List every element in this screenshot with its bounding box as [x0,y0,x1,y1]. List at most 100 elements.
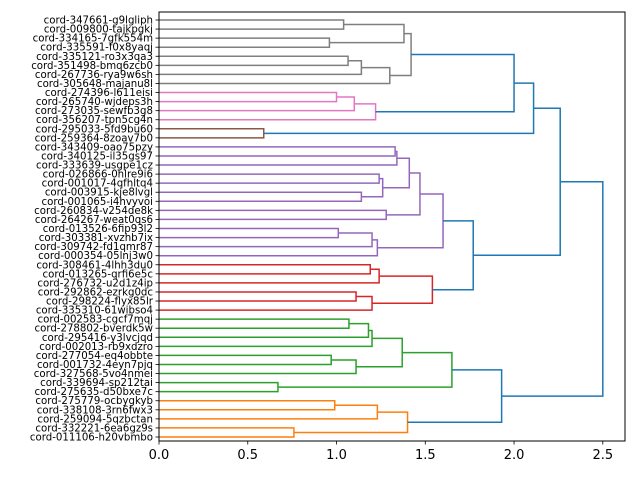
dendrogram-link [159,268,380,284]
leaf-label: cord-002013-rb9xdzro [39,342,153,353]
dendrogram-link [159,37,331,48]
dendrogram-link [159,96,356,112]
leaf-label: cord-295033-5fd9bu60 [36,124,153,135]
leaf-label: cord-309742-fd1qmr87 [34,242,153,253]
leaf-label: cord-265740-wjdeps3h [36,97,153,108]
leaf-label: cord-334165-7gfk554m [33,34,153,45]
dendrogram-link [263,82,535,135]
axes-frame [158,11,626,442]
dendrogram-link [377,193,444,249]
dendrogram-link [159,318,350,329]
leaf-label: cord-303381-xvzhb7ix [39,233,153,244]
dendrogram-link [159,146,396,157]
dendrogram-links [159,19,604,438]
dendrogram-link [159,19,345,30]
dendrogram-link [407,369,503,424]
dendrogram-link [375,53,515,113]
leaf-label: cord-275635-d50bxe7c [34,387,153,398]
leaf-label: cord-343409-oao75pzy [35,142,153,153]
leaf-label: cord-333639-usgpe1cz [36,161,153,172]
dendrogram-link [159,60,363,76]
x-tick-label: 2.0 [504,448,525,463]
dendrogram-link [159,291,357,302]
dendrogram-link [159,209,387,221]
dendrogram-link [159,128,265,139]
leaf-label: cord-305648-majanu8l [37,79,153,90]
leaf-label: cord-298224-flyx85lr [46,297,154,308]
dendrogram-link [159,381,279,393]
dendrogram-link [277,351,453,388]
dendrogram-link [501,181,604,397]
leaf-label: cord-292862-ezrkg0dc [38,287,153,298]
leaf-label: cord-275779-ocbygkyb [35,396,153,407]
leaf-label: cord-335310-61wibso4 [36,306,153,317]
dendrogram-link [159,239,379,257]
leaf-label: cord-347661-g9lgliph [44,16,153,27]
leaf-label: cord-259094-5qzbctan [37,414,153,425]
x-tick-label: 1.0 [326,448,347,463]
dendrogram-link [159,399,336,411]
leaf-label: cord-339694-sp212tai [40,378,153,389]
dendrogram-link [159,404,379,420]
dendrogram-link [159,295,373,311]
dendrogram-link [372,275,434,305]
leaf-label: cord-003915-kje8lvgl [45,188,153,199]
leaf-label: cord-001017-4qfhltq4 [42,179,153,190]
x-tick-label: 2.5 [592,448,613,463]
leaf-label: cord-013526-6fip93l2 [43,224,153,235]
dendrogram-link [329,23,405,44]
leaf-label: cord-277054-eq4obbte [36,351,153,362]
leaf-label: cord-002583-cgcf7mqj [37,315,153,326]
dendrogram-link [159,354,332,366]
dendrogram-link [159,329,373,348]
dendrogram-link [159,191,363,203]
leaf-label: cord-335591-f0x8yaqj [40,43,153,54]
dendrogram-link [159,427,295,438]
leaf-label: cord-356207-tpn5cg4n [36,115,153,126]
leaf-label: cord-026866-0hlre9i6 [43,170,153,181]
leaf-label: cord-274396-l611eisi [45,88,153,99]
leaf-label: cord-259364-8zoav7b0 [35,133,153,144]
leaf-label: cord-013265-qrfi6e5c [43,269,153,280]
dendrogram-link [473,107,561,257]
dendrogram-link [159,322,370,339]
x-axis: 0.0 0.5 1.0 1.5 2.0 2.5 [149,441,613,463]
dendrogram-link [159,150,398,166]
dendrogram-link [356,337,403,368]
dendrogram-link [159,55,349,67]
dendrogram-link [159,359,357,375]
leaf-label: cord-340125-il35gs97 [41,151,153,162]
leaf-label: cord-011106-h20vbmbo [30,433,153,444]
leaf-label: cord-260834-v254de8k [34,206,153,217]
leaf-label: cord-335121-ro3x3qa3 [36,52,153,63]
leaf-label: cord-276732-u2d1z4ip [37,278,153,289]
dendrogram-link [159,232,373,248]
leaf-label: cord-278802-bverdk5w [34,324,153,335]
x-tick-label: 0.0 [149,448,170,463]
leaf-label: cord-308461-4lhh3du0 [36,260,153,271]
dendrogram-link [293,411,409,434]
leaf-label: cord-351498-bmq6zcb0 [31,61,153,72]
dendrogram-link [386,172,421,216]
dendrogram-link [389,32,412,77]
leaf-label: cord-009800-tajkpgkj [44,25,153,36]
dendrogram-link [159,91,338,103]
leaf-labels: cord-347661-g9lgliphcord-009800-tajkpgkj… [30,16,159,444]
dendrogram-link [159,227,340,239]
x-tick-label: 0.5 [237,448,258,463]
leaf-label: cord-001732-4eyn7pjq [37,360,153,371]
dendrogram-link [159,173,380,184]
dendrogram-link [159,264,372,275]
dendrogram-link [382,157,411,189]
leaf-label: cord-295416-y3lvcjqd [42,333,153,344]
leaf-label: cord-264267-weat0qs6 [35,215,153,226]
leaf-label: cord-338108-3rn6fwx3 [37,405,153,416]
leaf-label: cord-001065-i4hvyvoi [42,197,153,208]
x-tick-label: 1.5 [415,448,436,463]
leaf-label: cord-267736-rya9w6sh [35,70,153,81]
leaf-label: cord-327568-5vo4nmei [34,369,153,380]
leaf-label: cord-273035-sewfb3g8 [35,106,153,117]
dendrogram-link [159,103,377,121]
leaf-label: cord-332221-6ea6gz9s [35,423,153,434]
